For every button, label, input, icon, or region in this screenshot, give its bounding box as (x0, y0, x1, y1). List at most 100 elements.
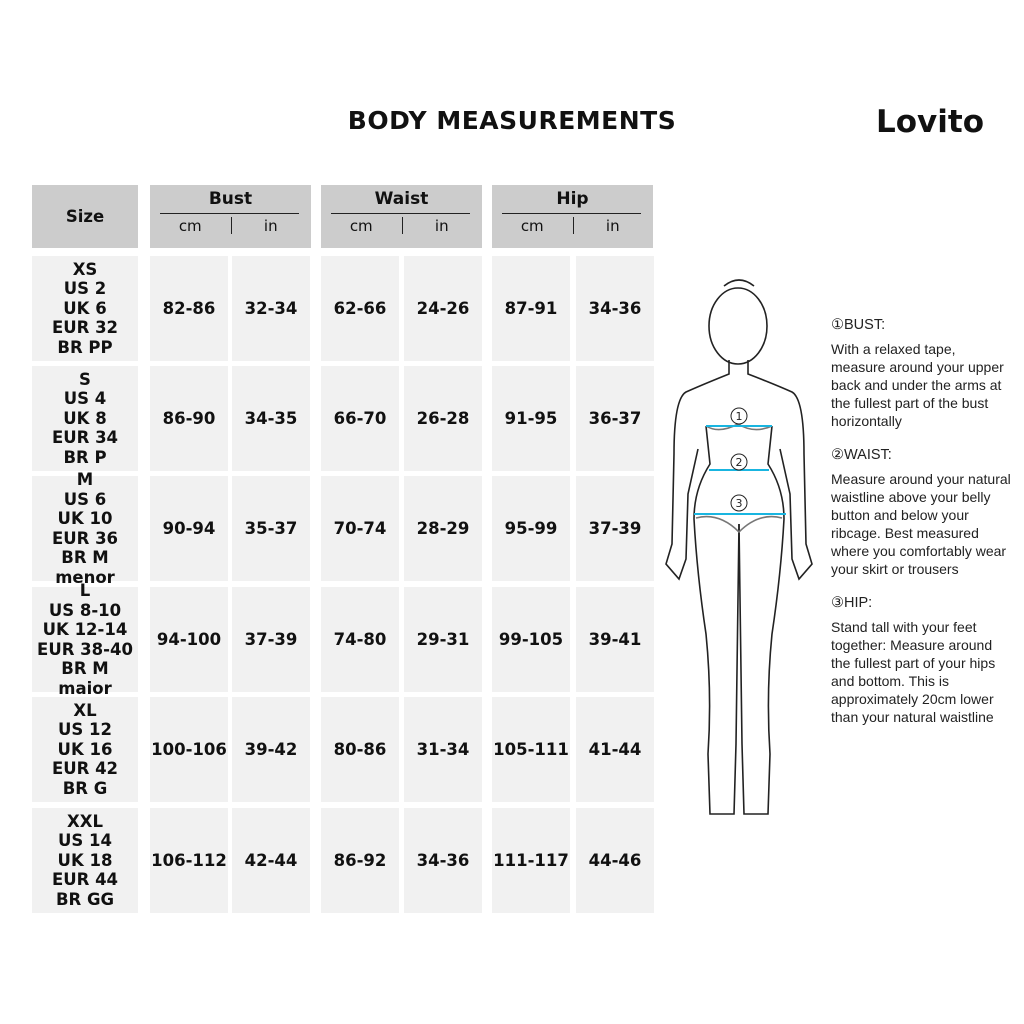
page-title: BODY MEASUREMENTS (347, 106, 677, 135)
column-group-waist: Waist cm in (321, 185, 482, 248)
measurement-cell: 34-36 (576, 256, 654, 361)
measurement-cell: 100-106 (150, 697, 228, 802)
group-name: Waist (374, 189, 429, 209)
measurement-cell: 105-111 (492, 697, 570, 802)
unit-in: in (263, 217, 278, 235)
measurement-cell: 99-105 (492, 587, 570, 692)
measurement-cell: 44-46 (576, 808, 654, 913)
divider (572, 217, 574, 234)
measurement-cell: 94-100 (150, 587, 228, 692)
divider (230, 217, 232, 234)
marker-hip: 3 (736, 497, 743, 510)
measurement-cell: 37-39 (576, 476, 654, 581)
guide-heading: ③HIP: (831, 595, 873, 611)
measurement-cell: 91-95 (492, 366, 570, 471)
divider (401, 217, 403, 234)
size-label: M (76, 470, 94, 489)
guide-bust: ①BUST: With a relaxed tape, measure arou… (831, 316, 1011, 430)
size-label: US 2 (63, 279, 107, 299)
guide-text: Measure around your natural waistline ab… (831, 471, 1011, 577)
size-label: UK 8 (63, 408, 107, 428)
size-label: EUR 38-40 (37, 639, 133, 659)
measurement-cell: 29-31 (404, 587, 482, 692)
guide-text: Stand tall with your feet together: Meas… (831, 619, 996, 725)
measurement-cell: 87-91 (492, 256, 570, 361)
size-label: UK 6 (63, 298, 107, 318)
group-name: Bust (208, 189, 253, 209)
divider (331, 213, 470, 214)
size-label: BR M maior (58, 659, 112, 698)
brand-logo: Lovito (876, 104, 985, 140)
size-cell: XXL US 14 UK 18 EUR 44 BR GG (32, 808, 138, 913)
marker-bust: 1 (736, 410, 743, 423)
measurement-cell: 37-39 (232, 587, 310, 692)
guide-heading: ①BUST: (831, 317, 886, 333)
size-cell: XL US 12 UK 16 EUR 42 BR G (32, 697, 138, 802)
size-cell: M US 6 UK 10 EUR 36 BR M menor (32, 470, 138, 587)
measurement-cell: 26-28 (404, 366, 482, 471)
measurement-cell: 90-94 (150, 476, 228, 581)
size-label: UK 18 (57, 850, 113, 870)
measurement-guide: ①BUST: With a relaxed tape, measure arou… (831, 316, 1011, 742)
measurement-cell: 106-112 (150, 808, 228, 913)
body-figure-illustration: 1 2 3 (665, 279, 813, 815)
measurement-cell: 35-37 (232, 476, 310, 581)
size-label: XXL (67, 811, 103, 831)
size-label: US 6 (63, 489, 107, 509)
column-group-hip: Hip cm in (492, 185, 653, 248)
measurement-cell: 66-70 (321, 366, 399, 471)
size-label: US 14 (58, 831, 112, 851)
size-label: UK 10 (57, 509, 113, 528)
size-label: S (79, 369, 91, 389)
size-header: Size (32, 185, 138, 248)
measurement-cell: 41-44 (576, 697, 654, 802)
size-label: L (79, 581, 91, 600)
size-label: BR P (63, 447, 107, 467)
size-label: EUR 44 (51, 870, 119, 890)
size-label: BR GG (55, 889, 115, 909)
size-cell: S US 4 UK 8 EUR 34 BR P (32, 366, 138, 471)
size-label: XL (73, 700, 97, 720)
measurement-cell: 39-41 (576, 587, 654, 692)
measurement-cell: 70-74 (321, 476, 399, 581)
guide-text: With a relaxed tape, measure around your… (831, 341, 1004, 429)
measurement-cell: 80-86 (321, 697, 399, 802)
divider (160, 213, 299, 214)
size-label: BR G (62, 778, 108, 798)
group-name: Hip (556, 189, 589, 209)
unit-in: in (605, 217, 620, 235)
measurement-cell: 95-99 (492, 476, 570, 581)
size-label: US 4 (63, 389, 107, 409)
unit-cm: cm (349, 217, 373, 235)
measurement-cell: 32-34 (232, 256, 310, 361)
unit-cm: cm (520, 217, 544, 235)
size-label: UK 12-14 (42, 620, 128, 639)
guide-hip: ③HIP: Stand tall with your feet together… (831, 594, 1011, 726)
divider (502, 213, 641, 214)
size-label: US 8-10 (48, 600, 122, 620)
measurement-cell: 24-26 (404, 256, 482, 361)
size-label: EUR 36 (51, 528, 119, 548)
measurement-cell: 62-66 (321, 256, 399, 361)
measurement-cell: 34-35 (232, 366, 310, 471)
measurement-cell: 86-92 (321, 808, 399, 913)
unit-cm: cm (178, 217, 202, 235)
size-label: US 12 (58, 720, 112, 740)
measurement-cell: 31-34 (404, 697, 482, 802)
guide-waist: ②WAIST: Measure around your natural wais… (831, 446, 1011, 578)
measurement-cell: 74-80 (321, 587, 399, 692)
measurement-cell: 34-36 (404, 808, 482, 913)
size-label: EUR 32 (51, 318, 119, 338)
measurement-cell: 86-90 (150, 366, 228, 471)
size-label: EUR 34 (51, 428, 119, 448)
size-label: BR PP (57, 337, 113, 357)
size-cell: L US 8-10 UK 12-14 EUR 38-40 BR M maior (32, 581, 138, 698)
measurement-cell: 111-117 (492, 808, 570, 913)
size-label: BR M menor (55, 548, 115, 587)
size-label: EUR 42 (51, 759, 119, 779)
size-label: XS (72, 259, 98, 279)
size-cell: XS US 2 UK 6 EUR 32 BR PP (32, 256, 138, 361)
unit-in: in (434, 217, 449, 235)
marker-waist: 2 (736, 456, 743, 469)
size-label: UK 16 (57, 739, 113, 759)
